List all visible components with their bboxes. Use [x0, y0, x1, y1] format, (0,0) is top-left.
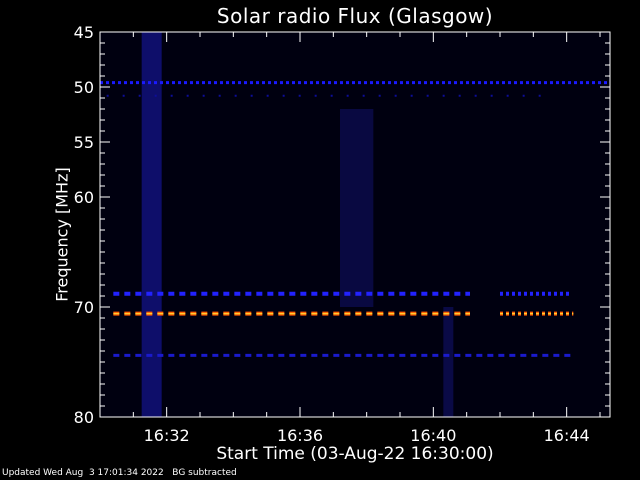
update-footer: Updated Wed Aug 3 17:01:34 2022 BG subtr… — [2, 468, 237, 478]
y-tick-label-2: 55 — [74, 133, 94, 152]
y-tick-label-4: 70 — [74, 298, 94, 317]
chart-title: Solar radio Flux (Glasgow) — [216, 4, 494, 28]
x-axis-label: Start Time (03-Aug-22 16:30:00) — [216, 444, 494, 464]
vertical-feature-2 — [443, 307, 454, 417]
vertical-feature-0 — [141, 32, 162, 417]
x-tick-label-1: 16:36 — [277, 426, 323, 445]
y-tick-label-3: 60 — [74, 188, 94, 207]
x-tick-label-3: 16:44 — [544, 426, 590, 445]
y-tick-label-0: 45 — [74, 23, 94, 42]
x-tick-label-0: 16:32 — [144, 426, 190, 445]
plot-frame — [99, 31, 611, 418]
y-tick-label-5: 80 — [74, 408, 94, 427]
y-tick-label-1: 50 — [74, 78, 94, 97]
y-axis-label: Frequency [MHz] — [52, 167, 72, 302]
x-tick-label-2: 16:40 — [410, 426, 456, 445]
vertical-feature-1 — [340, 109, 374, 307]
